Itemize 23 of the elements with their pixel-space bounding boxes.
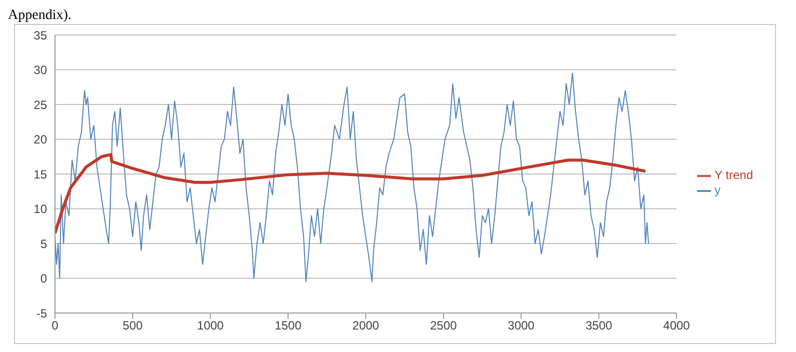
x-tick-label: 3000 <box>508 318 535 333</box>
x-tick-label: 4000 <box>663 318 690 333</box>
y-tick-label: 30 <box>34 63 48 78</box>
text: Appendix). <box>8 8 72 24</box>
y-tick-label: -5 <box>36 306 48 320</box>
line-series <box>55 153 647 235</box>
x-tick-label: 3500 <box>585 318 612 333</box>
x-tick-label: 1000 <box>197 318 224 333</box>
line-series <box>55 72 650 282</box>
y-tick-label: 35 <box>34 28 48 42</box>
y-tick-label: 25 <box>34 98 48 112</box>
x-tick-label: 1500 <box>274 318 302 333</box>
x-tick-label: 0 <box>52 318 59 333</box>
y-tick-label: 15 <box>34 167 48 182</box>
x-tick-label: 2000 <box>352 318 380 333</box>
x-tick-label: 2500 <box>430 318 458 333</box>
y-tick-label: 20 <box>34 132 48 147</box>
x-tick-label: 500 <box>122 318 144 333</box>
y-tick-label: 0 <box>40 272 48 286</box>
legend-label: y <box>714 183 721 197</box>
legend-label: Y trend <box>714 168 753 182</box>
y-tick-label: 5 <box>40 236 48 251</box>
y-tick-label: 10 <box>34 202 48 216</box>
